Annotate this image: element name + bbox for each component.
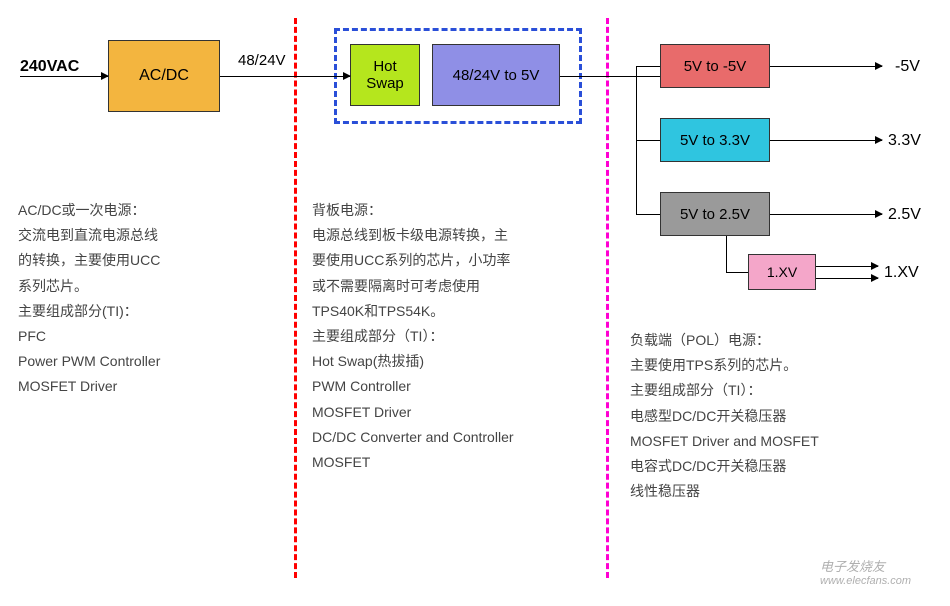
wire-bus-to-neg5 [636,66,660,67]
wire-conv-to-bus [560,76,660,77]
watermark: 电子发烧友 www.elecfans.com [820,556,911,587]
watermark-url: www.elecfans.com [820,575,911,587]
output-33v-label: 3.3V [888,132,921,150]
block-neg5: 5V to -5V [660,44,770,88]
bus-voltage-label: 48/24V [238,52,286,69]
block-acdc: AC/DC [108,40,220,112]
output-1xv-label: 1.XV [884,264,919,282]
block-v1x: 1.XV [748,254,816,290]
divider-red [294,18,297,578]
block-v25: 5V to 2.5V [660,192,770,236]
wire-neg5-out [770,66,882,67]
block-v1x-text: 1.XV [767,264,797,280]
wire-drop-to-1x [726,272,748,273]
output-neg5-label: -5V [895,58,920,76]
divider-magenta [606,18,609,578]
output-25v-label: 2.5V [888,206,921,224]
dashed-group-box [334,28,582,124]
wire-1x-out-b [816,278,878,279]
wire-25-out [770,214,882,215]
desc-col1: AC/DC或一次电源： 交流电到直流电源总线 的转换，主要使用UCC 系列芯片。… [18,198,160,400]
block-v33: 5V to 3.3V [660,118,770,162]
block-v33-text: 5V to 3.3V [680,132,750,149]
wire-25-drop [726,236,727,272]
wire-1x-out-a [816,266,878,267]
block-neg5-text: 5V to -5V [684,58,747,75]
input-voltage-label: 240VAC [20,58,79,76]
block-v25-text: 5V to 2.5V [680,206,750,223]
desc-col3: 负载端（POL）电源： 主要使用TPS系列的芯片。 主要组成部分（TI）： 电感… [630,328,819,504]
watermark-text: 电子发烧友 [820,556,911,575]
desc-col2: 背板电源： 电源总线到板卡级电源转换，主 要使用UCC系列的芯片，小功率 或不需… [312,198,514,475]
wire-bus-to-25 [636,214,660,215]
wire-acdc-to-hotswap [220,76,350,77]
wire-33-out [770,140,882,141]
block-acdc-text: AC/DC [139,67,189,85]
wire-input-arrow [20,76,108,77]
wire-bus-to-33 [636,140,660,141]
